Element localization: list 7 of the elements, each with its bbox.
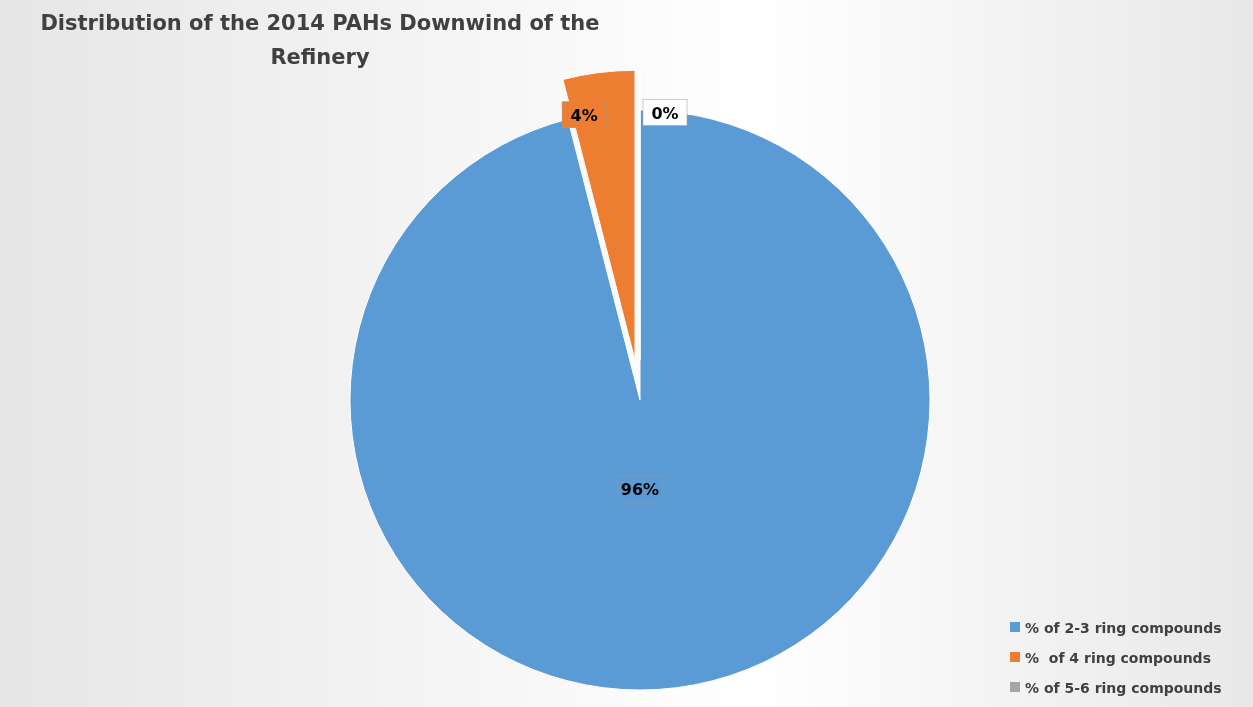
chart-title: Distribution of the 2014 PAHs Downwind of the Refinery bbox=[40, 11, 600, 69]
legend-label: % of 5-6 ring compounds bbox=[1025, 680, 1222, 696]
slice-label: % of 2-3 ring compounds bbox=[1025, 620, 1222, 636]
data-label: 96% bbox=[620, 480, 660, 499]
legend-label: % of 4 ring compounds bbox=[1025, 650, 1211, 666]
text: 0% bbox=[651, 103, 679, 123]
data-label: 4% bbox=[570, 105, 598, 125]
